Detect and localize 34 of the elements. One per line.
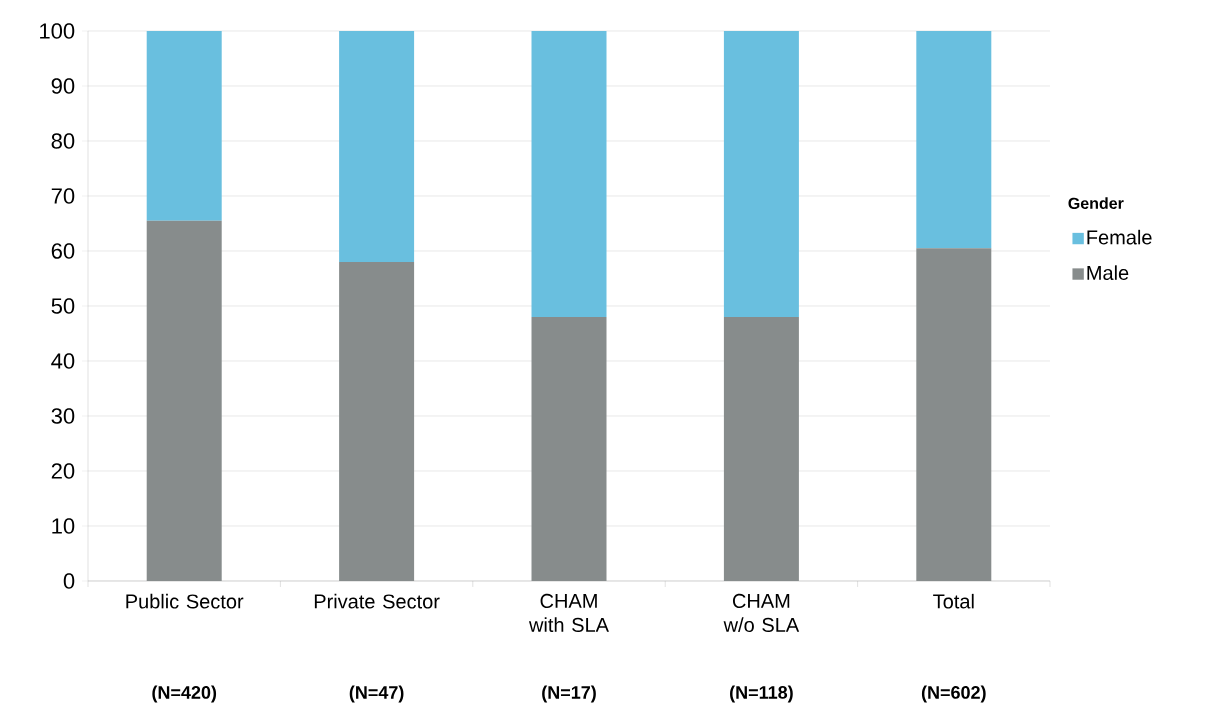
y-tick-label: 70 [51,188,75,204]
legend-label: Female [1087,229,1152,245]
y-tick-label: 20 [51,463,75,479]
bar [531,30,607,317]
y-tick-label: 0 [63,573,75,589]
bar [339,30,415,262]
x-tick-label: Total [933,593,974,609]
bar [146,30,222,221]
text: (N=420) [152,685,217,703]
x-tick-label: Public Sector [126,593,244,609]
bar [916,248,992,581]
text: (N=17) [542,685,596,703]
x-tick-label: CHAM with SLA [528,593,609,632]
y-tick-label: 80 [51,133,75,149]
bar [916,30,992,249]
y-tick-label: 100 [40,23,75,39]
text: (N=118) [730,685,793,703]
bar [146,220,222,581]
x-tick-label: CHAM w/o SLA [723,593,800,632]
bar [723,316,799,581]
y-tick-label: 60 [51,243,75,259]
legend-title: Gender [1068,197,1124,209]
bar [339,261,415,581]
y-tick-label: 90 [51,78,75,94]
bar [723,30,799,317]
y-tick-label: 30 [51,408,75,424]
legend-label: Male [1087,265,1129,280]
y-tick-label: 50 [51,298,75,314]
y-tick-label: 40 [51,353,75,369]
text: (N=602) [921,685,986,703]
bar [531,316,607,581]
x-tick-label: Private Sector [314,593,440,609]
text: (N=47) [349,685,404,703]
y-tick-label: 10 [52,518,75,534]
